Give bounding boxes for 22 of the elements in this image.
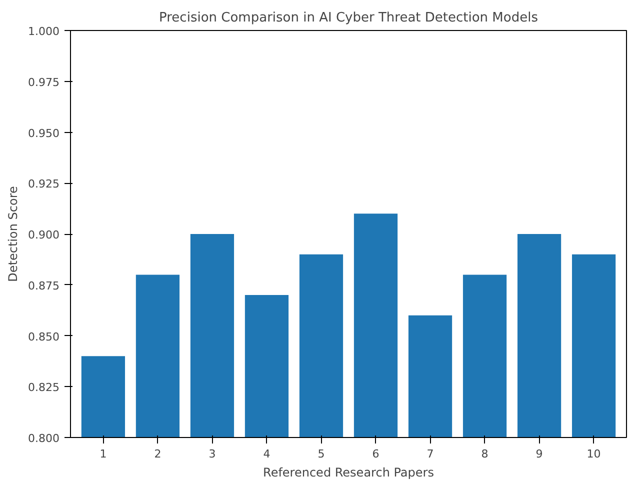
- y-tick-label: 0.850: [28, 330, 60, 344]
- x-tick-label: 1: [100, 448, 107, 460]
- x-tick-label: 5: [318, 448, 325, 460]
- x-tick-label: 4: [263, 448, 270, 460]
- y-tick-label: 0.950: [28, 126, 60, 140]
- chart-title: Precision Comparison in AI Cyber Threat Detection Models: [159, 10, 538, 26]
- x-tick-label: 6: [372, 448, 380, 460]
- x-tick-label: 9: [536, 448, 543, 460]
- y-tick-label: 0.975: [28, 76, 60, 89]
- y-tick-label: 0.875: [28, 279, 60, 292]
- x-tick-label: 7: [426, 448, 434, 460]
- y-tick-label: 0.825: [28, 381, 60, 394]
- y-axis-title: Detection Score: [6, 186, 20, 282]
- y-tick-label: 0.800: [28, 432, 60, 445]
- x-axis-title: Referenced Research Papers: [263, 466, 434, 480]
- y-tick-label: 0.900: [28, 228, 60, 242]
- y-tick-label: 0.925: [28, 178, 60, 191]
- y-tick-label: 1.000: [28, 25, 60, 38]
- x-tick-label: 8: [481, 448, 488, 460]
- x-tick-label: 2: [154, 448, 162, 460]
- x-tick-label: 10: [586, 448, 601, 460]
- x-tick-label: 3: [208, 448, 216, 460]
